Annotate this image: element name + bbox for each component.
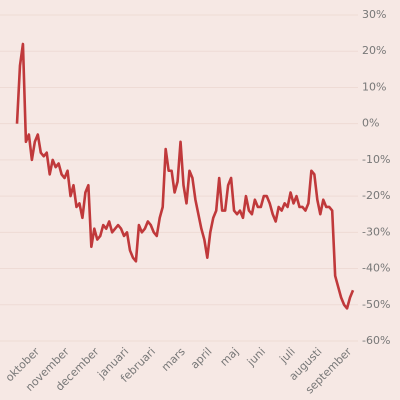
x-tick-label: maj — [218, 345, 242, 369]
x-tick-label: juli — [276, 345, 297, 366]
x-tick-label: mars — [159, 345, 188, 374]
x-tick-label: april — [188, 345, 214, 371]
y-tick-label: -30% — [362, 225, 390, 238]
y-tick-label: 10% — [362, 80, 386, 93]
y-tick-label: -40% — [362, 262, 390, 275]
data-line — [15, 42, 355, 310]
x-tick-label: juni — [244, 345, 268, 369]
y-tick-label: -20% — [362, 189, 390, 202]
y-tick-label: -10% — [362, 153, 390, 166]
y-tick-label: -60% — [362, 334, 390, 347]
y-tick-label: -50% — [362, 298, 390, 311]
y-tick-label: 0% — [362, 117, 379, 130]
y-tick-label: 30% — [362, 8, 386, 21]
y-tick-label: 20% — [362, 44, 386, 57]
